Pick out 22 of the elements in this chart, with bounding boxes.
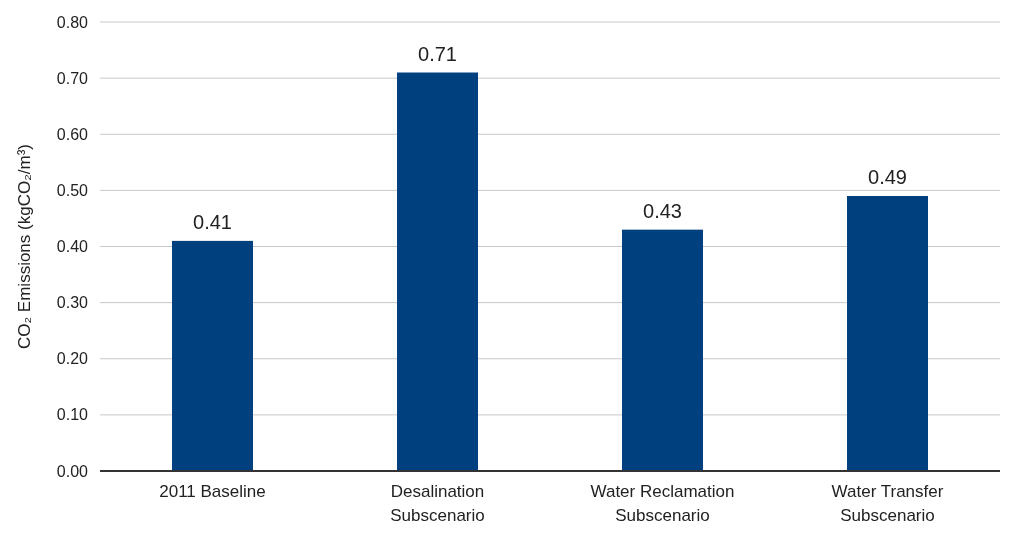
data-label: 0.43 (643, 199, 682, 222)
data-label: 0.41 (193, 210, 232, 233)
y-tick-label: 0.50 (56, 181, 89, 199)
bar (172, 240, 253, 471)
x-tick-label: Water Transfer Subscenario (831, 482, 944, 525)
bar (847, 195, 928, 471)
y-tick-label: 0.60 (56, 125, 89, 143)
bar (622, 229, 703, 471)
x-tick-label: Water Reclamation Subscenario (590, 482, 735, 525)
x-tick-label: Desalination Subscenario (390, 482, 485, 525)
y-tick-label: 0.30 (56, 294, 89, 312)
data-label: 0.49 (868, 165, 907, 188)
y-tick-label: 0.80 (56, 13, 89, 31)
y-axis-title: CO₂ Emissions (kgCO₂/m³) (15, 144, 34, 349)
data-label: 0.71 (418, 42, 457, 65)
y-tick-label: 0.70 (56, 69, 89, 87)
y-tick-label: 0.10 (56, 406, 89, 424)
x-tick-label: 2011 Baseline (159, 482, 266, 501)
bar (397, 72, 478, 471)
y-tick-label: 0.40 (56, 238, 89, 256)
y-tick-label: 0.00 (56, 462, 89, 480)
y-tick-label: 0.20 (56, 350, 89, 368)
